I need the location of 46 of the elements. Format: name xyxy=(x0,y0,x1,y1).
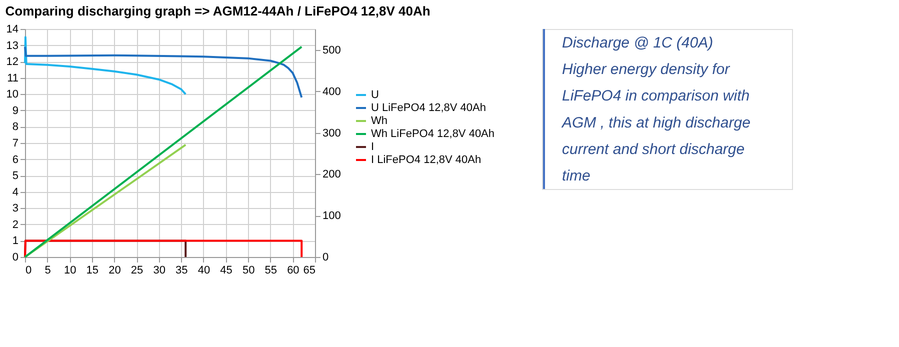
y-tick-label: 8 xyxy=(12,121,18,134)
x-tick-label: 40 xyxy=(198,264,210,276)
y-tick-label: 1 xyxy=(12,235,18,248)
y-tick-label: 13 xyxy=(6,40,18,52)
y-tick-label: 14 xyxy=(6,24,18,36)
y2-tick-label: 100 xyxy=(322,210,341,222)
y2-tick-label: 300 xyxy=(322,127,341,140)
y-tick-label: 0 xyxy=(12,252,18,264)
x-tick-label: 60 xyxy=(287,264,300,276)
y2-tick-label: 500 xyxy=(322,44,341,57)
legend-label: U xyxy=(371,89,379,101)
x-tick-label: 30 xyxy=(153,264,166,276)
x-tick-label: 65 xyxy=(303,264,316,276)
y-tick-label: 2 xyxy=(12,218,18,231)
x-tick-label: 10 xyxy=(64,264,76,276)
x-tick-label: 35 xyxy=(176,264,188,276)
y-tick-label: 12 xyxy=(6,56,18,68)
y-tick-label: 7 xyxy=(12,138,18,150)
y-tick-label: 11 xyxy=(7,72,18,84)
legend-label: Wh LiFePO4 12,8V 40Ah xyxy=(371,128,495,140)
chart-title: Comparing discharging graph => AGM12-44Ah / LiFePO4 12,8V 40Ah xyxy=(5,4,430,18)
y-tick-label: 4 xyxy=(12,186,18,198)
y-tick-label: 6 xyxy=(12,154,18,166)
y-tick-label: 5 xyxy=(12,170,18,182)
x-tick-label: 50 xyxy=(242,264,255,276)
y2-tick-label: 0 xyxy=(322,252,329,264)
x-tick-label: 15 xyxy=(86,264,99,276)
y2-tick-label: 400 xyxy=(322,86,341,98)
line-series xyxy=(24,36,187,96)
x-tick-label: 5 xyxy=(44,264,51,276)
x-tick-label: 45 xyxy=(220,264,232,276)
y2-tick-label: 200 xyxy=(322,168,341,181)
text: Higher energy density for LiFePO4 in comparison with AGM , this at high discharge current and short discharge time xyxy=(561,61,750,185)
x-tick-label: 0 xyxy=(26,264,32,276)
y-tick-label: 3 xyxy=(12,202,18,215)
x-tick-label: 20 xyxy=(108,264,121,276)
x-tick-label: 55 xyxy=(264,264,278,276)
y-tick-label: 9 xyxy=(12,104,18,117)
legend-label: I xyxy=(371,141,374,153)
text: Discharge @ 1C (40A) xyxy=(562,34,714,52)
y-tick-label: 10 xyxy=(6,88,18,101)
x-tick-label: 25 xyxy=(130,264,144,276)
line-series xyxy=(24,46,303,98)
legend-label: U LiFePO4 12,8V 40Ah xyxy=(371,102,486,114)
legend-label: Wh xyxy=(371,115,388,127)
legend-label: I LiFePO4 12,8V 40Ah xyxy=(371,154,482,166)
